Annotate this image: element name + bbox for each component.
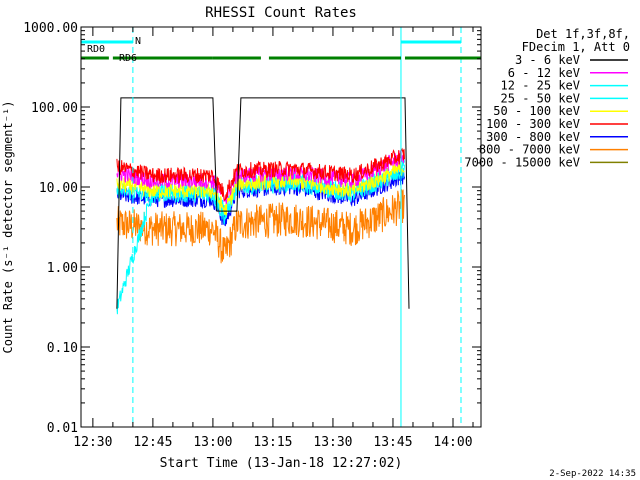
legend: Det 1f,3f,8f, FDecim 1, Att 0 3 - 6 keV6… bbox=[464, 27, 630, 169]
legend-header-1: Det 1f,3f,8f, bbox=[536, 27, 630, 41]
trace-100-300keV bbox=[116, 147, 405, 201]
trace-layer bbox=[116, 97, 410, 315]
attenuator-label: RD0 bbox=[87, 44, 105, 55]
legend-label: 12 - 25 keV bbox=[501, 79, 580, 93]
x-tick-label: 12:45 bbox=[133, 435, 172, 450]
legend-label: 25 - 50 keV bbox=[501, 91, 580, 105]
trace-3-6keV bbox=[116, 97, 410, 309]
y-tick-label: 0.10 bbox=[47, 341, 78, 356]
x-tick-label: 13:15 bbox=[253, 435, 292, 450]
trace-6-12keV bbox=[116, 149, 405, 205]
y-axis-label: Count Rate (s⁻¹ detector segment⁻¹) bbox=[1, 101, 15, 354]
footer-date: 2-Sep-2022 14:35 bbox=[549, 469, 636, 479]
legend-label: 800 - 7000 keV bbox=[479, 143, 580, 157]
x-tick-label: 12:30 bbox=[73, 435, 112, 450]
legend-label: 50 - 100 keV bbox=[493, 104, 580, 118]
legend-label: 100 - 300 keV bbox=[486, 117, 580, 131]
attenuator-label: N bbox=[135, 36, 141, 47]
x-tick-label: 14:00 bbox=[433, 435, 472, 450]
y-tick-label: 100.00 bbox=[31, 101, 78, 116]
trace-800-7000keV bbox=[116, 187, 405, 264]
chart-title: RHESSI Count Rates bbox=[205, 5, 357, 21]
x-tick-label: 13:45 bbox=[373, 435, 412, 450]
y-axis: 0.01 0.10 1.00 10.00 100.00 1000.00 bbox=[23, 21, 481, 436]
x-axis-label: Start Time (13-Jan-18 12:27:02) bbox=[160, 456, 403, 471]
y-tick-label: 10.00 bbox=[39, 181, 78, 196]
attenuator-bar-layer: RD0 N RD6 bbox=[81, 36, 481, 64]
legend-label: 3 - 6 keV bbox=[515, 53, 580, 67]
x-tick-label: 13:30 bbox=[313, 435, 352, 450]
attenuator-label: RD6 bbox=[119, 53, 137, 64]
legend-label: 7000 - 15000 keV bbox=[464, 155, 580, 169]
y-tick-label: 0.01 bbox=[47, 421, 78, 436]
y-tick-label: 1.00 bbox=[47, 261, 78, 276]
legend-label: 300 - 800 keV bbox=[486, 130, 580, 144]
legend-header-2: FDecim 1, Att 0 bbox=[522, 40, 630, 54]
plot-frame bbox=[80, 26, 482, 428]
x-axis: 12:30 12:45 13:00 13:15 13:30 13:45 14:00 bbox=[73, 27, 474, 450]
x-tick-label: 13:00 bbox=[193, 435, 232, 450]
legend-label: 6 - 12 keV bbox=[508, 66, 580, 80]
y-tick-label: 1000.00 bbox=[23, 21, 78, 36]
